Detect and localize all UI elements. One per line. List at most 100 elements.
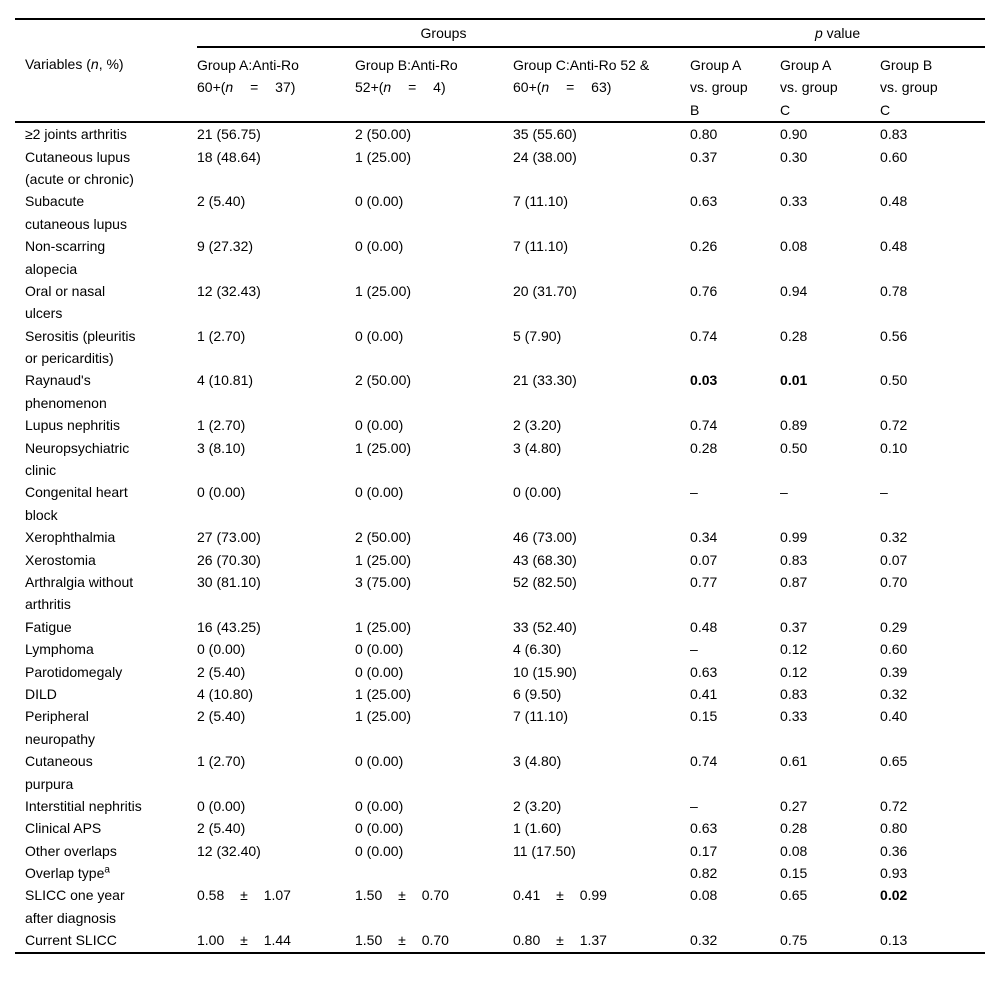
groups-spanner: Groups xyxy=(197,19,691,48)
cell-group-c: 11 (17.50) xyxy=(513,842,576,859)
cell-group-b: 2 (50.00) xyxy=(355,529,412,546)
cell-p-b-vs-c: 0.32 xyxy=(880,685,908,702)
cell-group-b: 2 (50.00) xyxy=(355,126,412,143)
cell-group-a: 1 (2.70) xyxy=(197,417,246,434)
cell-p-a-vs-b: 0.37 xyxy=(690,148,718,165)
row-label: Non-scarring alopecia xyxy=(25,238,106,277)
table-row: Lupus nephritis 1 (2.70) 0 (0.00) 2 (3.20) 0… xyxy=(15,414,985,436)
cell-p-a-vs-c: 0.33 xyxy=(780,193,808,210)
cell-group-a: 4 (10.81) xyxy=(197,372,254,389)
group-a-header-line2: 60+(n = 37) xyxy=(197,76,351,98)
table-row: Cutaneous purpura 1 (2.70) 0 (0.00) 3 (4.80… xyxy=(15,750,985,795)
row-label: Parotidomegaly xyxy=(25,663,123,680)
cell-group-c: 6 (9.50) xyxy=(513,685,562,702)
cell-p-a-vs-c: 0.87 xyxy=(780,573,808,590)
group-a-n-post: = 37) xyxy=(250,79,296,96)
row-label: Xerostomia xyxy=(25,551,96,568)
cell-group-c: 21 (33.30) xyxy=(513,372,577,389)
p-b-vs-c-header: Group B vs. group C xyxy=(880,47,986,124)
table-row: Congenital heart block 0 (0.00) 0 (0.00) 0 … xyxy=(15,481,985,526)
cell-p-a-vs-c: 0.89 xyxy=(780,417,808,434)
cell-group-b: 1 (25.00) xyxy=(355,708,412,725)
cell-group-c: 3 (4.80) xyxy=(513,439,562,456)
cell-group-b: 0 (0.00) xyxy=(355,753,404,770)
table-row: Parotidomegaly 2 (5.40) 0 (0.00) 10 (15.90)… xyxy=(15,661,985,683)
pvalue-spanner-italic-p: p xyxy=(814,24,823,41)
table-row: Clinical APS 2 (5.40) 0 (0.00) 1 (1.60) 0.63… xyxy=(15,817,985,839)
group-b-n-post: = 4) xyxy=(408,79,446,96)
cell-p-a-vs-b: 0.76 xyxy=(690,282,718,299)
cell-p-a-vs-c: 0.08 xyxy=(780,842,808,859)
cell-p-a-vs-b: – xyxy=(690,641,698,658)
table-row: Subacute cutaneous lupus 2 (5.40) 0 (0.00)… xyxy=(15,190,985,235)
group-b-italic-n: n xyxy=(383,79,392,96)
cell-group-c: 2 (3.20) xyxy=(513,797,562,814)
cell-p-a-vs-b: 0.07 xyxy=(690,551,718,568)
cell-p-b-vs-c: 0.65 xyxy=(880,753,908,770)
cell-p-b-vs-c: 0.39 xyxy=(880,663,908,680)
cell-group-c: 0.80 ± 1.37 xyxy=(513,932,607,949)
row-label: Serositis (pleuritis or pericarditis) xyxy=(25,327,136,367)
cell-p-a-vs-c: 0.27 xyxy=(780,797,808,814)
cell-group-c: 4 (6.30) xyxy=(513,641,562,658)
cell-p-a-vs-c: 0.33 xyxy=(780,708,808,725)
cell-p-a-vs-c: 0.83 xyxy=(780,685,808,702)
row-label: Cutaneous purpura xyxy=(25,753,93,792)
cell-group-a: 12 (32.43) xyxy=(197,282,261,299)
row-label: Subacute cutaneous lupus xyxy=(25,193,127,232)
cell-group-c: 52 (82.50) xyxy=(513,573,577,590)
group-c-italic-n: n xyxy=(541,79,550,96)
group-c-header: Group C:Anti-Ro 52 & 60+(n = 63) xyxy=(513,47,691,124)
cell-group-c xyxy=(513,862,690,884)
table-row: Fatigue 16 (43.25) 1 (25.00) 33 (52.40) 0.48… xyxy=(15,616,985,638)
cell-group-c: 10 (15.90) xyxy=(513,663,577,680)
cell-p-a-vs-b: 0.17 xyxy=(690,842,718,859)
cell-p-a-vs-c: 0.12 xyxy=(780,663,808,680)
cell-group-b: 0 (0.00) xyxy=(355,327,404,344)
cell-p-a-vs-b: 0.74 xyxy=(690,417,718,434)
table-row: Interstitial nephritis 0 (0.00) 0 (0.00) 2 … xyxy=(15,795,985,817)
table-row: Neuropsychiatric clinic 3 (8.10) 1 (25.00)… xyxy=(15,437,985,482)
cell-p-a-vs-b: 0.03 xyxy=(690,372,718,389)
table-row: DILD 4 (10.80) 1 (25.00) 6 (9.50) 0.41 0.83 0.… xyxy=(15,683,985,705)
cell-p-b-vs-c: – xyxy=(880,484,888,501)
cell-group-a: 27 (73.00) xyxy=(197,529,261,546)
table-row: Raynaud's phenomenon 4 (10.81) 2 (50.00) 21… xyxy=(15,369,985,414)
cell-group-a: 3 (8.10) xyxy=(197,439,246,456)
cell-group-b: 1.50 ± 0.70 xyxy=(355,932,449,949)
row-label: Current SLICC xyxy=(25,932,117,949)
cell-group-a: 2 (5.40) xyxy=(197,193,246,210)
p-a-vs-b-header: Group A vs. group B xyxy=(690,47,781,124)
cell-group-c: 5 (7.90) xyxy=(513,327,562,344)
cell-p-a-vs-b: 0.77 xyxy=(690,573,718,590)
row-label: Arthralgia without arthritis xyxy=(25,573,134,613)
table-row: Oral or nasal ulcers 12 (32.43) 1 (25.00) 2… xyxy=(15,280,985,325)
table-row: ≥2 joints arthritis 21 (56.75) 2 (50.00) 35… xyxy=(15,122,985,145)
cell-p-a-vs-c: 0.90 xyxy=(780,126,808,143)
cell-group-b: 0 (0.00) xyxy=(355,417,404,434)
group-b-header-line2: 52+(n = 4) xyxy=(355,76,509,98)
clinical-comparison-table: Groups p value Variables (n, %) Group A:… xyxy=(15,18,986,954)
table-row: Non-scarring alopecia 9 (27.32) 0 (0.00) 7 … xyxy=(15,235,985,280)
cell-group-b: 0 (0.00) xyxy=(355,238,404,255)
cell-group-c: 1 (1.60) xyxy=(513,820,562,837)
group-a-header: Group A:Anti-Ro 60+(n = 37) xyxy=(197,47,355,124)
cell-group-a: 0 (0.00) xyxy=(197,641,246,658)
cell-group-a: 1 (2.70) xyxy=(197,327,246,344)
spanner-row: Groups p value xyxy=(15,19,986,48)
cell-group-c: 20 (31.70) xyxy=(513,282,577,299)
row-label: Oral or nasal ulcers xyxy=(25,282,106,322)
cell-group-a: 1 (2.70) xyxy=(197,753,246,770)
cell-group-c: 0 (0.00) xyxy=(513,484,562,501)
row-label: DILD xyxy=(25,685,57,702)
cell-group-c: 43 (68.30) xyxy=(513,551,577,568)
cell-group-a: 12 (32.40) xyxy=(197,842,261,859)
cell-group-c: 7 (11.10) xyxy=(513,708,568,725)
cell-group-b: 1 (25.00) xyxy=(355,618,412,635)
table-row: Current SLICC 1.00 ± 1.44 1.50 ± 0.70 0.80 … xyxy=(15,929,985,952)
cell-group-c: 2 (3.20) xyxy=(513,417,562,434)
group-a-italic-n: n xyxy=(225,79,234,96)
cell-p-a-vs-b: 0.74 xyxy=(690,753,718,770)
row-label: Congenital heart block xyxy=(25,484,128,523)
cell-group-b: 1.50 ± 0.70 xyxy=(355,887,449,904)
